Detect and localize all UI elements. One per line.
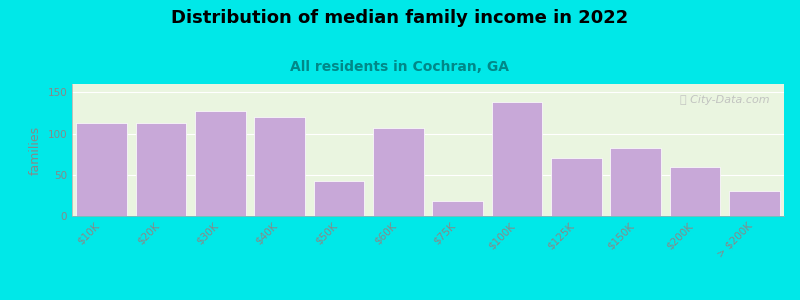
Bar xyxy=(314,181,364,216)
Bar xyxy=(254,117,305,216)
Text: All residents in Cochran, GA: All residents in Cochran, GA xyxy=(290,60,510,74)
Text: ⓘ City-Data.com: ⓘ City-Data.com xyxy=(680,94,770,105)
Bar xyxy=(551,158,602,216)
Y-axis label: families: families xyxy=(29,125,42,175)
Bar xyxy=(136,123,186,216)
Bar xyxy=(195,111,246,216)
Bar xyxy=(77,123,127,216)
Bar xyxy=(729,191,779,216)
Bar xyxy=(492,102,542,216)
Bar xyxy=(610,148,661,216)
Bar xyxy=(670,167,720,216)
Text: Distribution of median family income in 2022: Distribution of median family income in … xyxy=(171,9,629,27)
Bar xyxy=(433,201,483,216)
Bar xyxy=(373,128,423,216)
